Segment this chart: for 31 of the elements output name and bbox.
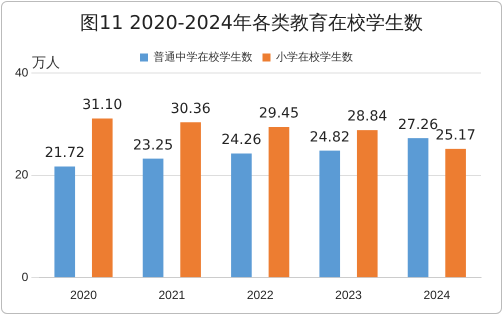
data-label: 28.84	[347, 108, 388, 125]
bar	[54, 166, 76, 278]
bar	[142, 158, 164, 278]
legend-label: 小学在校学生数	[276, 50, 353, 64]
data-label: 29.45	[258, 106, 299, 122]
bar	[268, 126, 290, 278]
data-label: 21.72	[44, 145, 85, 162]
data-label: 23.25	[133, 137, 174, 154]
chart-title: 图11 2020-2024年各类教育在校学生数	[79, 11, 424, 36]
x-tick-label: 2022	[246, 288, 274, 302]
y-tick-label: 0	[22, 270, 29, 284]
bar	[445, 148, 466, 278]
y-axis-title: 万人	[32, 54, 60, 72]
bar	[231, 154, 252, 278]
bar	[92, 118, 113, 278]
data-label: 24.82	[310, 129, 350, 146]
data-label: 25.17	[436, 127, 476, 144]
y-tick-label: 20	[14, 168, 29, 182]
bar	[319, 150, 340, 278]
legend-label: 普通中学在校学生数	[154, 50, 252, 64]
x-tick-label: 2020	[70, 288, 98, 302]
x-tick-label: 2023	[335, 288, 362, 302]
bar	[180, 122, 201, 278]
y-tick-label: 40	[14, 65, 29, 80]
bar	[408, 138, 428, 278]
x-tick-label: 2024	[423, 288, 451, 302]
data-label: 24.26	[221, 132, 262, 148]
bar	[356, 130, 378, 278]
x-tick-label: 2021	[158, 288, 186, 302]
data-label: 30.36	[170, 100, 211, 117]
data-label: 31.10	[82, 97, 122, 114]
